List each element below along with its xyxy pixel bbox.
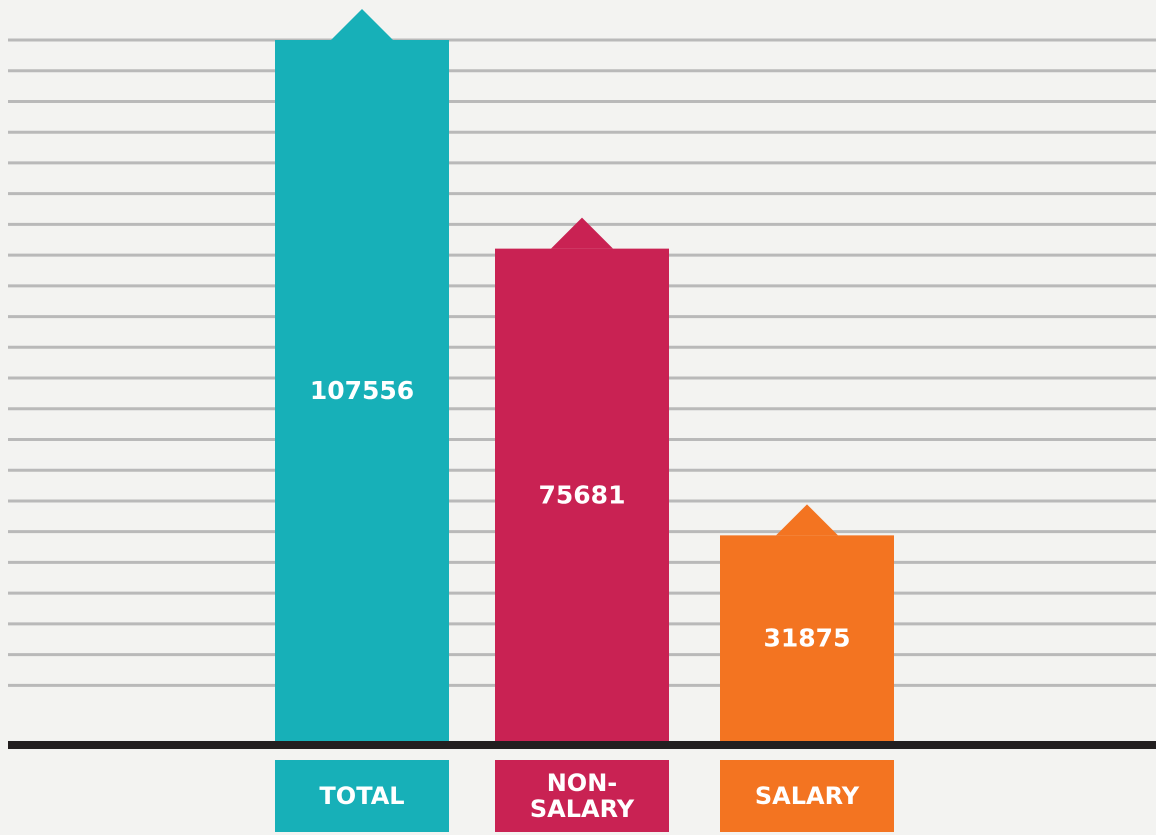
bar: [275, 40, 449, 744]
bar: [495, 248, 669, 744]
baseline: [8, 741, 1156, 749]
bar: [720, 535, 894, 744]
category-label: SALARY: [720, 760, 894, 832]
bar-arrow: [331, 9, 393, 40]
value-label: 75681: [539, 480, 626, 509]
value-label: 107556: [310, 376, 414, 405]
category-label: NON-SALARY: [495, 760, 669, 832]
bar-arrow: [776, 504, 838, 536]
value-label: 31875: [764, 624, 851, 653]
category-label: TOTAL: [275, 760, 449, 832]
bar-arrow: [551, 217, 613, 249]
